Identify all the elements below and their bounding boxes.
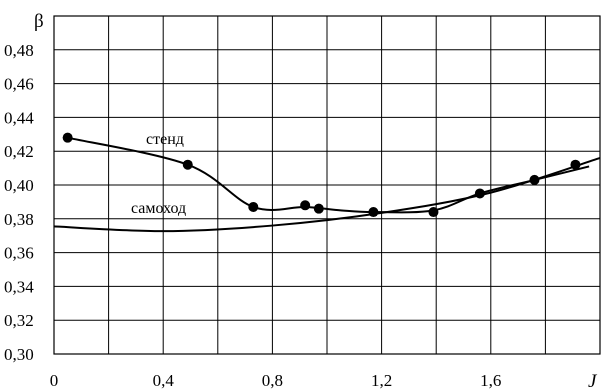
data-point — [182, 159, 193, 170]
y-tick-label: 0,46 — [4, 75, 34, 94]
y-tick-label: 0,32 — [4, 311, 34, 330]
data-points — [62, 132, 581, 218]
y-tick-label: 0,38 — [4, 210, 34, 229]
x-tick-label: 0,4 — [153, 371, 175, 390]
x-axis-label: J — [588, 371, 598, 391]
y-tick-label: 0,42 — [4, 142, 34, 161]
y-tick-label: 0,36 — [4, 244, 34, 263]
y-tick-label: 0,34 — [4, 277, 34, 296]
curves — [53, 136, 601, 233]
plot-frame — [53, 15, 601, 355]
data-point — [529, 174, 540, 185]
series-line-0 — [67, 136, 590, 214]
x-tick-label: 0 — [50, 371, 59, 390]
y-tick-label: 0,44 — [4, 108, 34, 127]
tick-labels: 0,300,320,340,360,380,400,420,440,460,48… — [4, 41, 501, 390]
series-label-samokhod: самоход — [131, 200, 186, 217]
x-tick-label: 1,6 — [480, 371, 501, 390]
data-point — [474, 188, 485, 199]
data-point — [368, 207, 379, 218]
x-tick-label: 1,2 — [371, 371, 392, 390]
data-point — [248, 201, 259, 212]
y-axis-label: β — [34, 11, 44, 32]
data-point — [570, 159, 581, 170]
data-point — [428, 207, 439, 218]
data-point — [300, 200, 311, 211]
data-point — [62, 132, 73, 143]
x-tick-label: 0,8 — [262, 371, 283, 390]
series-label-stend: стенд — [146, 131, 184, 148]
y-tick-label: 0,48 — [4, 41, 34, 60]
series-line-1 — [53, 157, 601, 233]
data-point — [313, 203, 324, 214]
y-tick-label: 0,40 — [4, 176, 34, 195]
y-tick-label: 0,30 — [4, 345, 34, 364]
